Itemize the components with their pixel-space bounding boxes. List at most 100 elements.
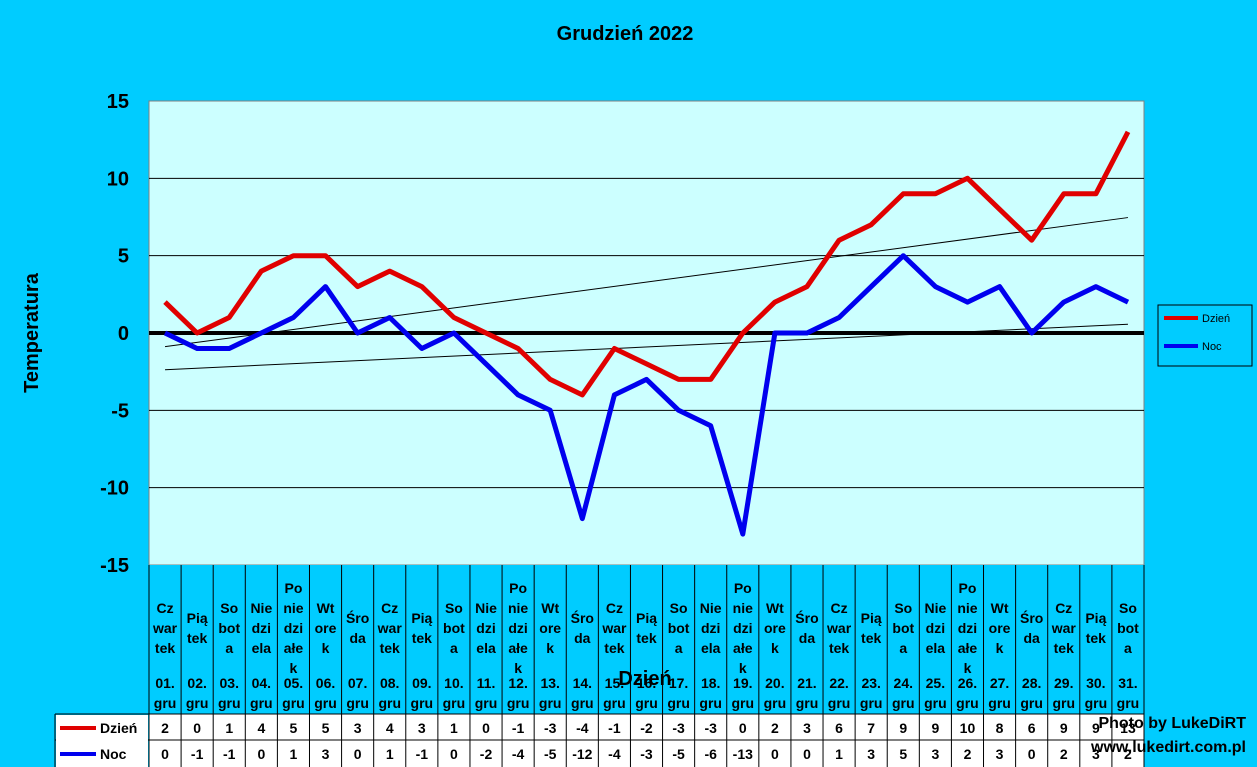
data-label: 1: [225, 720, 233, 736]
x-tick-date: 31.: [1118, 675, 1137, 691]
data-label: 2: [161, 720, 169, 736]
x-tick-label: Pią: [187, 610, 208, 626]
x-tick-label: So: [894, 600, 912, 616]
x-tick-date: gru: [186, 695, 209, 711]
x-tick-date: gru: [1085, 695, 1108, 711]
x-tick-date: gru: [635, 695, 658, 711]
data-label: 5: [322, 720, 330, 736]
x-tick-label: tek: [412, 630, 432, 646]
x-tick-label: Śro: [795, 609, 818, 626]
y-tick-label: 5: [118, 246, 129, 268]
x-tick-date: 02.: [187, 675, 206, 691]
x-tick-label: So: [670, 600, 688, 616]
x-tick-label: da: [799, 630, 816, 646]
x-axis-label: Dzień: [618, 668, 671, 690]
x-tick-date: 22.: [829, 675, 848, 691]
x-tick-date: 09.: [412, 675, 431, 691]
x-tick-label: Pią: [1085, 610, 1106, 626]
y-tick-labels: 15 10 5 0 -5 -10 -15: [100, 91, 129, 577]
x-tick-date: 12.: [508, 675, 527, 691]
website-credit: www.lukedirt.com.pl: [1090, 739, 1246, 756]
x-tick-date: gru: [956, 695, 979, 711]
trend-line: [164, 217, 1129, 348]
data-label: -1: [223, 746, 236, 762]
x-tick-date: gru: [892, 695, 915, 711]
x-tick-label: k: [739, 660, 747, 676]
category-header: [149, 565, 1144, 714]
x-tick-label: war: [601, 620, 627, 636]
x-tick-date: gru: [1052, 695, 1075, 711]
x-tick-date: gru: [828, 695, 851, 711]
x-tick-label: tek: [604, 640, 624, 656]
x-tick-label: ore: [764, 620, 786, 636]
x-tick-label: Cz: [831, 600, 848, 616]
x-tick-date: gru: [1020, 695, 1043, 711]
data-label: 5: [290, 720, 298, 736]
data-label: 0: [1028, 746, 1036, 762]
x-tick-label: nie: [957, 600, 977, 616]
y-tick-label: -10: [100, 478, 129, 500]
x-tick-label: da: [1023, 630, 1040, 646]
data-label: 13: [1120, 720, 1136, 736]
data-label: 9: [1060, 720, 1068, 736]
x-tick-date: 25.: [926, 675, 945, 691]
x-tick-date: gru: [571, 695, 594, 711]
x-tick-date: gru: [346, 695, 369, 711]
data-label: 1: [386, 746, 394, 762]
x-tick-date: 08.: [380, 675, 399, 691]
data-label: -2: [640, 720, 653, 736]
data-label: 8: [996, 720, 1004, 736]
x-tick-label: a: [675, 640, 683, 656]
x-tick-label: da: [349, 630, 366, 646]
x-tick-label: a: [899, 640, 907, 656]
x-tick-label: Wt: [991, 600, 1009, 616]
x-tick-label: Nie: [475, 600, 497, 616]
x-tick-date: 05.: [284, 675, 303, 691]
x-tick-label: ela: [476, 640, 496, 656]
x-tick-label: ałe: [508, 640, 528, 656]
x-tick-label: bot: [443, 620, 465, 636]
data-label: 3: [1092, 746, 1100, 762]
data-label: 7: [867, 720, 875, 736]
x-tick-label: Śro: [346, 609, 369, 626]
x-tick-label: war: [1051, 620, 1077, 636]
x-tick-date: 03.: [220, 675, 239, 691]
data-label: 0: [771, 746, 779, 762]
data-label: 1: [290, 746, 298, 762]
y-tick-label: 15: [107, 91, 129, 113]
x-tick-label: ałe: [284, 640, 304, 656]
x-tick-label: Wt: [541, 600, 559, 616]
x-tick-label: tek: [1054, 640, 1074, 656]
x-tick-label: ore: [539, 620, 561, 636]
x-tick-label: Pią: [411, 610, 432, 626]
x-tick-label: k: [322, 640, 330, 656]
table-legend-bg: [56, 715, 148, 767]
x-tick-label: So: [1119, 600, 1137, 616]
x-tick-date: 24.: [894, 675, 913, 691]
data-label: 1: [450, 720, 458, 736]
data-label: 3: [931, 746, 939, 762]
x-tick-date: gru: [539, 695, 562, 711]
data-label: 3: [322, 746, 330, 762]
series-line-Noc: [163, 253, 1130, 537]
data-label: -4: [576, 720, 589, 736]
data-label: 0: [450, 746, 458, 762]
x-tick-date: gru: [988, 695, 1011, 711]
x-tick-date: 19.: [733, 675, 752, 691]
data-label: 1: [835, 746, 843, 762]
data-label: 0: [354, 746, 362, 762]
y-axis-label: Temperatura: [21, 272, 43, 393]
x-tick-date: 27.: [990, 675, 1009, 691]
x-tick-label: Pią: [636, 610, 657, 626]
x-tick-date: 17.: [669, 675, 688, 691]
x-tick-label: tek: [155, 640, 175, 656]
data-label: 4: [257, 720, 265, 736]
x-tick-date: gru: [1117, 695, 1140, 711]
x-tick-label: ore: [315, 620, 337, 636]
x-tick-date: 20.: [765, 675, 784, 691]
data-label: 9: [1092, 720, 1100, 736]
x-tick-date: gru: [378, 695, 401, 711]
x-tick-date: 13.: [540, 675, 559, 691]
x-tick-label: war: [377, 620, 403, 636]
photo-credit: Photo by LukeDiRT: [1098, 715, 1246, 732]
